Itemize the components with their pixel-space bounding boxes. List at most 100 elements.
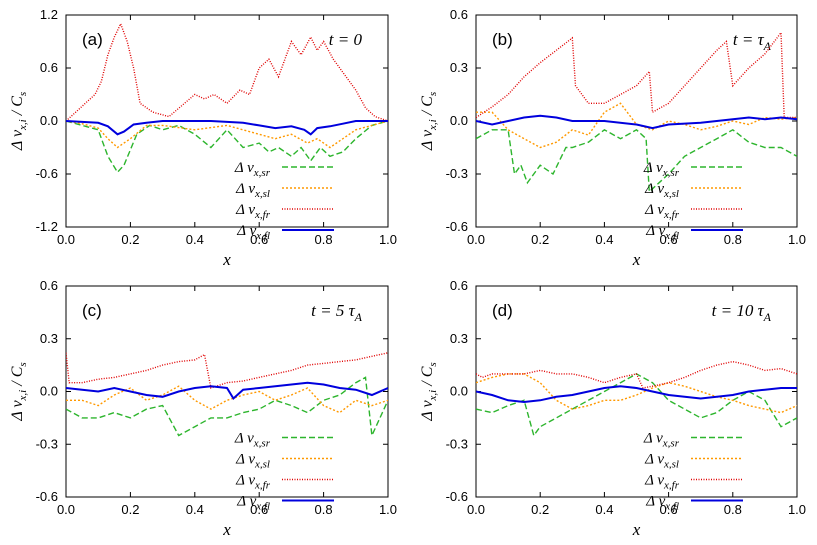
y-tick-label: 0.0	[40, 384, 58, 399]
panel-label: (a)	[82, 30, 103, 49]
y-label-sub: x,i	[427, 119, 439, 131]
x-tick-label: 0.2	[531, 502, 549, 517]
legend-label: Δ vx,fr	[235, 202, 271, 221]
time-label-sub: A	[763, 310, 772, 324]
legend-label: Δ vx,fr	[644, 202, 680, 221]
legend: Δ vx,srΔ vx,slΔ vx,frΔ vx,fl	[643, 160, 743, 242]
legend-label: Δ vx,sl	[235, 452, 270, 471]
x-tick-label: 0.2	[531, 232, 549, 247]
legend-label: Δ vx,fl	[645, 223, 679, 242]
series-line-x-fl	[66, 120, 388, 136]
time-label-main: t = τ	[733, 30, 765, 49]
series-line-x-fr	[476, 360, 797, 389]
y-tick-label: 1.2	[40, 7, 58, 22]
series-line-x-fl	[66, 381, 388, 401]
legend-label: Δ vx,sr	[234, 431, 271, 450]
legend-symbol: Δ v	[643, 160, 663, 176]
y-tick-label: -0.3	[36, 436, 58, 451]
series-line-x-fl	[476, 114, 797, 130]
legend-label: Δ vx,sl	[644, 181, 679, 200]
time-label: t = 5 τA	[311, 301, 363, 324]
y-label-denominator: / C	[9, 96, 26, 119]
time-label-sub: A	[354, 310, 363, 324]
series-line-x-sl	[476, 373, 797, 414]
series-line-x-fl	[476, 385, 797, 404]
legend-label: Δ vx,fl	[236, 494, 270, 513]
legend-sub: x,sl	[254, 459, 270, 471]
series-line-x-fr	[66, 352, 388, 389]
legend-label: Δ vx,sr	[643, 160, 680, 179]
legend-symbol: Δ v	[644, 473, 664, 489]
x-tick-label: 0.4	[595, 232, 613, 247]
time-label: t = τA	[733, 30, 772, 53]
y-tick-label: -0.6	[36, 489, 58, 504]
y-label-denominator: / C	[419, 366, 436, 389]
x-tick-label: 0.8	[724, 502, 742, 517]
legend-label: Δ vx,sr	[234, 160, 271, 179]
y-label-main: Δ v	[419, 400, 436, 422]
legend-sub: x,fr	[663, 209, 680, 221]
x-tick-label: 0.6	[660, 232, 678, 247]
x-axis-label: x	[222, 520, 231, 539]
y-tick-label: 0.3	[40, 331, 58, 346]
y-tick-label: 0.0	[40, 113, 58, 128]
legend-sub: x,sr	[253, 438, 271, 450]
y-label-sub: x,i	[427, 390, 439, 402]
y-tick-label: -0.3	[446, 166, 468, 181]
series-line-x-sl	[66, 385, 388, 414]
y-axis-label: Δ vx,i / Cs	[419, 92, 439, 151]
legend: Δ vx,sr Δ vx,sl Δ vx,fr Δ vx,fl	[234, 160, 334, 242]
legend-label: Δ vx,fl	[236, 223, 270, 242]
legend-sub: x,fr	[663, 480, 680, 492]
legend-sub: x,sl	[663, 459, 679, 471]
legend-label: Δ vx,sl	[235, 181, 270, 200]
legend-symbol: Δ v	[644, 452, 664, 468]
legend: Δ vx,srΔ vx,slΔ vx,frΔ vx,fl	[643, 431, 743, 513]
legend-symbol: Δ v	[235, 181, 255, 197]
legend-symbol: Δ v	[644, 181, 664, 197]
x-tick-label: 1.0	[379, 232, 397, 247]
x-tick-label: 0.8	[315, 232, 333, 247]
chart-panel-0: 0.0 0.2 0.4 0.6 0.8 1.01.20.60.0-0.6-1.2xΔ vx…	[9, 7, 397, 269]
series-line-x-sr	[476, 128, 797, 194]
time-label-main: t = 10 τ	[712, 301, 765, 320]
y-label-sub: x,i	[17, 390, 29, 402]
y-tick-label: 0.6	[40, 278, 58, 293]
y-label-denominator-sub: s	[17, 92, 29, 96]
series-line-x-fr	[66, 22, 388, 122]
legend-symbol: Δ v	[235, 452, 255, 468]
x-tick-label: 0.4	[186, 232, 204, 247]
time-label: t = 0	[329, 30, 363, 49]
y-label-main: Δ v	[419, 129, 436, 151]
x-tick-label: 0.0	[467, 232, 485, 247]
y-tick-label: -0.6	[36, 166, 58, 181]
y-label-sub: x,i	[17, 119, 29, 131]
time-label-main: t = 0	[329, 30, 363, 49]
legend: Δ vx,srΔ vx,slΔ vx,frΔ vx,fl	[234, 431, 334, 513]
chart-panel-3: 0.0 0.2 0.4 0.6 0.8 1.00.60.30.0-0.3-0.6xΔ vx…	[419, 278, 806, 539]
y-tick-label: -0.6	[446, 219, 468, 234]
series-line-x-sr	[66, 376, 388, 439]
legend-sub: x,fl	[664, 230, 679, 242]
legend-sub: x,fl	[255, 501, 270, 513]
time-label: t = 10 τA	[712, 301, 772, 324]
series-line-x-sr	[66, 120, 388, 174]
y-tick-label: 0.6	[40, 60, 58, 75]
legend-label: Δ vx,fr	[644, 473, 680, 492]
legend-symbol: Δ v	[236, 494, 256, 510]
chart-panel-2: 0.0 0.2 0.4 0.6 0.8 1.00.60.30.0-0.3-0.6xΔ vx…	[9, 278, 397, 539]
x-tick-label: 0.6	[250, 232, 268, 247]
x-tick-label: 0.4	[186, 502, 204, 517]
y-tick-label: 0.0	[450, 113, 468, 128]
legend-label: Δ vx,sr	[643, 431, 680, 450]
x-tick-label: 1.0	[788, 502, 806, 517]
legend-sub: x,fl	[664, 501, 679, 513]
time-label-sub: A	[763, 39, 772, 53]
y-tick-label: -0.3	[446, 436, 468, 451]
x-tick-label: 0.0	[57, 502, 75, 517]
x-tick-label: 0.0	[467, 502, 485, 517]
legend-symbol: Δ v	[644, 202, 664, 218]
legend-symbol: Δ v	[236, 223, 256, 239]
x-axis-label: x	[632, 520, 641, 539]
